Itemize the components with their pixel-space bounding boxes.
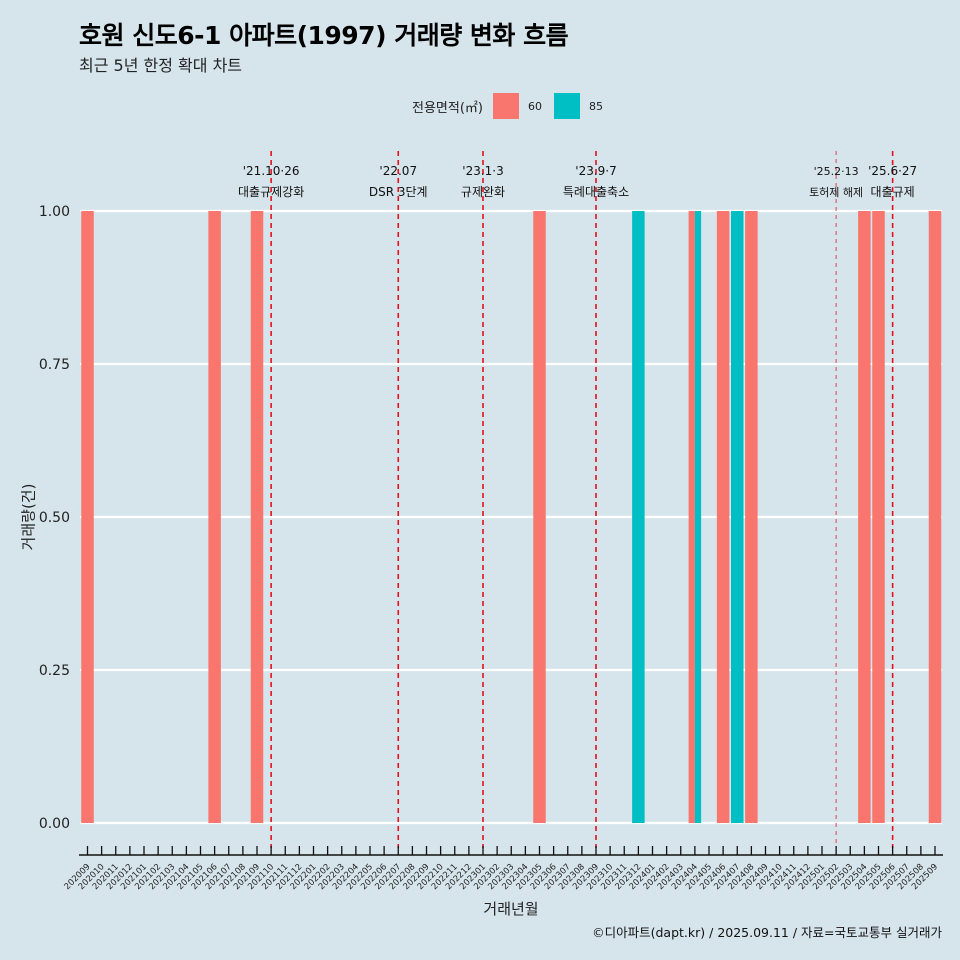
event-date-label: '23.1·3 — [462, 164, 503, 178]
gridlines — [80, 209, 942, 825]
event-date-label: '21.10·26 — [243, 164, 300, 178]
bar-60-202009 — [81, 211, 94, 823]
bar-85-202312 — [632, 211, 645, 823]
legend-swatch-85 — [553, 93, 580, 119]
x-axis-label: 거래년월 — [483, 900, 539, 918]
chart-title: 호원 신도6-1 아파트(1997) 거래량 변화 흐름 — [79, 21, 569, 50]
bar-60-202404 — [688, 211, 695, 823]
source-credit: ©디아파트(dapt.kr) / 2025.09.11 / 자료=국토교통부 실… — [592, 925, 942, 940]
event-annotations: '21.10·26 대출규제강화 '22.07 DSR 3단계 '23.1·3 규제완화 '… — [238, 164, 917, 199]
event-label: 대출규제 — [871, 185, 915, 199]
bar-60-202109 — [250, 211, 264, 823]
y-axis-label: 거래량(건) — [19, 483, 38, 551]
event-lines — [270, 151, 894, 848]
event-label: DSR 3단계 — [369, 185, 428, 199]
bar-60-202406 — [716, 211, 730, 823]
event-date-label: '22.07 — [379, 164, 417, 178]
bar-85-202407 — [731, 211, 744, 823]
bar-60-202509 — [928, 211, 942, 823]
legend-label-85: 85 — [588, 99, 603, 113]
legend: 전용면적(㎡) 60 85 — [412, 93, 615, 119]
bar-60-202505 — [872, 211, 885, 823]
y-tick-label: 0.25 — [39, 663, 70, 679]
y-tick-label: 1.00 — [39, 204, 70, 220]
event-label: 특례대출축소 — [563, 185, 629, 199]
event-date-label: '25.2·13 — [814, 165, 859, 178]
y-tick-label: 0.00 — [39, 816, 70, 832]
event-label: 토허제 해제 — [809, 185, 863, 199]
legend-label-60: 60 — [527, 99, 542, 113]
bar-60-202305 — [533, 211, 546, 823]
bars — [81, 211, 942, 823]
bar-60-202408 — [745, 211, 758, 823]
x-axis: 2020092020102020112020122021012021022021… — [63, 846, 943, 892]
bar-60-202106 — [208, 211, 221, 823]
event-label: 대출규제강화 — [238, 185, 304, 199]
bar-85-202404 — [694, 211, 702, 823]
event-date-label: '23.9·7 — [575, 164, 616, 178]
legend-swatch-60 — [492, 93, 519, 119]
chart-subtitle: 최근 5년 한정 확대 차트 — [79, 56, 243, 75]
y-tick-label: 0.75 — [39, 357, 70, 373]
legend-title: 전용면적(㎡) — [412, 100, 483, 116]
event-label: 규제완화 — [461, 185, 505, 199]
bar-60-202504 — [858, 211, 871, 823]
event-date-label: '25.6·27 — [868, 164, 917, 178]
y-tick-label: 0.50 — [39, 510, 70, 526]
y-axis: 0.00 0.25 0.50 0.75 1.00 — [39, 204, 70, 832]
